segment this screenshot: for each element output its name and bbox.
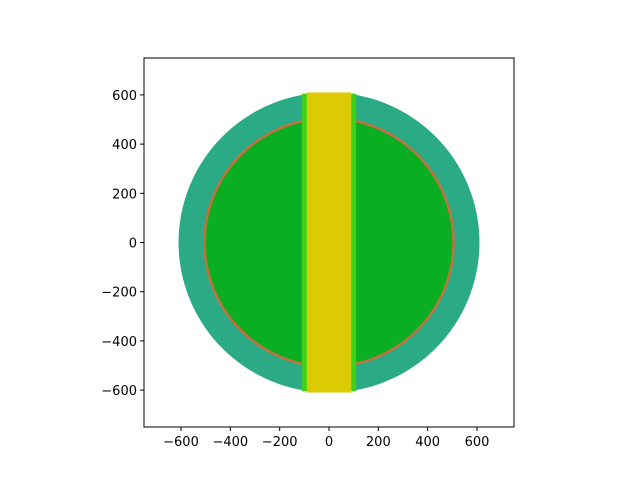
y-tick-label: −200: [101, 286, 137, 301]
x-tick-label: 600: [465, 435, 490, 450]
x-axis: −600 −400 −200 0 200 400 600: [163, 427, 489, 450]
x-tick-label: 0: [325, 435, 333, 450]
y-tick-label: 200: [112, 187, 137, 202]
x-tick-label: 200: [366, 435, 391, 450]
y-tick-label: 0: [129, 237, 137, 252]
x-tick-label: −400: [212, 435, 248, 450]
x-tick-label: −600: [163, 435, 199, 450]
y-axis: −600 −400 −200 0 200 400 600: [101, 89, 144, 399]
y-tick-label: −400: [101, 335, 137, 350]
region-channel-fill: [306, 92, 352, 393]
x-tick-label: 400: [415, 435, 440, 450]
y-tick-label: 400: [112, 138, 137, 153]
x-tick-label: −200: [262, 435, 298, 450]
y-tick-label: 600: [112, 89, 137, 104]
y-tick-label: −600: [101, 384, 137, 399]
plot-area: [178, 92, 480, 393]
